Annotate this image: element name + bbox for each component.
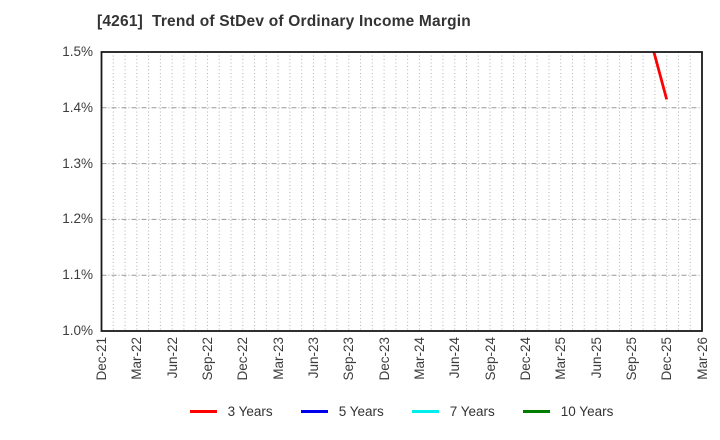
- x-tick-label: Dec-24: [517, 337, 533, 381]
- legend-line-swatch: [411, 410, 439, 413]
- chart-title: [4261] Trend of StDev of Ordinary Income…: [97, 13, 471, 30]
- y-tick-label: 1.2%: [62, 211, 93, 227]
- y-tick-label: 1.3%: [62, 155, 93, 171]
- x-tick-label: Jun-25: [588, 337, 604, 379]
- legend-item-7-years: 7 Years: [411, 404, 495, 419]
- x-tick-label: Sep-22: [199, 337, 215, 381]
- x-tick-label: Mar-26: [694, 337, 710, 380]
- x-tick-label: Jun-23: [305, 337, 321, 379]
- legend: 3 Years 5 Years 7 Years 10 Years: [101, 404, 702, 419]
- x-tick-label: Sep-24: [482, 337, 498, 381]
- legend-item-3-years: 3 Years: [189, 404, 273, 419]
- x-tick-label: Mar-24: [411, 337, 427, 380]
- legend-line-swatch: [300, 410, 328, 413]
- legend-label: 7 Years: [449, 404, 495, 419]
- x-tick-label: Dec-22: [235, 337, 251, 381]
- x-tick-label: Mar-23: [270, 337, 286, 380]
- legend-line-swatch: [189, 410, 217, 413]
- y-tick-label: 1.5%: [62, 44, 93, 59]
- legend-item-5-years: 5 Years: [300, 404, 384, 419]
- x-tick-label: Jun-24: [447, 337, 463, 379]
- x-tick-label: Sep-25: [623, 337, 639, 381]
- legend-label: 10 Years: [560, 404, 614, 419]
- x-tick-label: Dec-25: [659, 337, 675, 381]
- plot-border: [100, 51, 703, 332]
- x-tick-label: Dec-23: [376, 337, 392, 381]
- y-tick-label: 1.1%: [62, 267, 93, 283]
- x-tick-label: Dec-21: [94, 337, 109, 381]
- legend-item-10-years: 10 Years: [522, 404, 614, 419]
- legend-line-swatch: [522, 410, 550, 413]
- series-line-3-years: [652, 52, 669, 100]
- y-tick-label: 1.0%: [62, 323, 93, 338]
- x-tick-label: Jun-22: [164, 337, 180, 379]
- x-tick-label: Mar-22: [129, 337, 145, 380]
- legend-label: 5 Years: [338, 404, 384, 419]
- y-tick-label: 1.4%: [62, 99, 93, 115]
- legend-label: 3 Years: [227, 404, 273, 419]
- x-tick-label: Mar-25: [553, 337, 569, 380]
- x-tick-label: Sep-23: [341, 337, 357, 381]
